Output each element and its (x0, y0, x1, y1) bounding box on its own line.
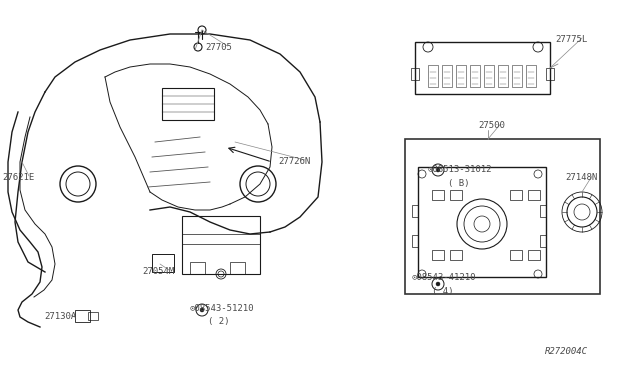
Text: 27130A: 27130A (44, 312, 76, 321)
Text: 27726N: 27726N (278, 157, 310, 166)
Bar (540, 205, 546, 217)
Bar (546, 68, 554, 80)
Bar (152, 254, 174, 272)
Bar (412, 205, 418, 217)
Bar (411, 68, 419, 80)
Text: ⊙08543-41210: ⊙08543-41210 (412, 273, 477, 282)
Bar (498, 65, 508, 87)
Bar (510, 250, 522, 260)
Bar (442, 65, 452, 87)
Bar (450, 190, 462, 200)
Bar (512, 65, 522, 87)
Text: ⊙08513-31012: ⊙08513-31012 (428, 165, 493, 174)
Bar (432, 250, 444, 260)
Bar (432, 190, 444, 200)
Bar (418, 167, 546, 277)
Bar (456, 65, 466, 87)
Bar (528, 250, 540, 260)
Text: 27148N: 27148N (565, 173, 597, 182)
Circle shape (436, 282, 440, 286)
Bar (88, 312, 98, 320)
Text: 27775L: 27775L (555, 35, 588, 44)
Text: 27500: 27500 (478, 121, 505, 130)
Circle shape (436, 168, 440, 172)
Bar (528, 190, 540, 200)
Bar (470, 65, 480, 87)
Bar (230, 262, 245, 274)
Bar (182, 216, 260, 274)
Text: ( 2): ( 2) (208, 317, 230, 326)
Text: R272004C: R272004C (545, 347, 588, 356)
Bar (484, 65, 494, 87)
Circle shape (200, 308, 204, 312)
Text: 27621E: 27621E (2, 173, 35, 182)
Bar (162, 88, 214, 120)
Bar (450, 250, 462, 260)
Bar (510, 190, 522, 200)
Bar (428, 65, 438, 87)
Bar (405, 139, 600, 294)
Text: 27054M: 27054M (142, 267, 174, 276)
Text: ( 4): ( 4) (432, 287, 454, 296)
Bar (415, 42, 550, 94)
Bar (190, 262, 205, 274)
Text: 27705: 27705 (205, 43, 232, 52)
Bar (526, 65, 536, 87)
Bar (540, 235, 546, 247)
Text: ⊙08543-51210: ⊙08543-51210 (190, 304, 255, 313)
Bar (412, 235, 418, 247)
Bar (75, 310, 90, 322)
Text: ( B): ( B) (448, 179, 470, 188)
